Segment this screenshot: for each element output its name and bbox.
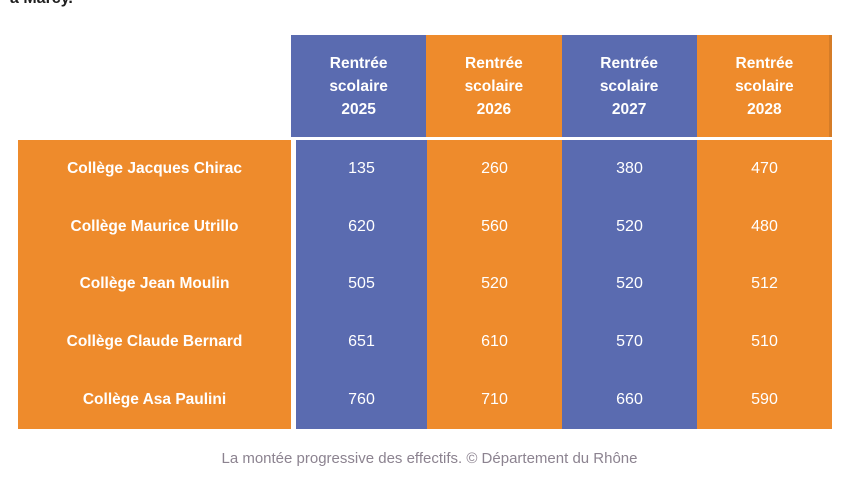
value-cell: 620 bbox=[348, 217, 375, 235]
value-cell: 480 bbox=[751, 217, 778, 235]
value-cell: 135 bbox=[348, 159, 375, 177]
data-column-2027: 380 520 520 570 660 bbox=[562, 140, 697, 429]
value-cell: 520 bbox=[616, 275, 643, 293]
value-cell: 570 bbox=[616, 333, 643, 351]
header-cell-rentree-2027: Rentrée scolaire 2027 bbox=[561, 35, 697, 137]
school-name-cell: Collège Maurice Utrillo bbox=[70, 217, 239, 235]
data-column-2028: 470 480 512 510 590 bbox=[697, 140, 832, 429]
value-cell: 512 bbox=[751, 275, 778, 293]
header-label: Rentrée scolaire 2025 bbox=[329, 54, 388, 118]
school-name-cell: Collège Asa Paulini bbox=[82, 391, 227, 409]
data-column-2026: 260 560 520 610 710 bbox=[427, 140, 562, 429]
value-cell: 760 bbox=[348, 391, 375, 409]
value-cell: 260 bbox=[481, 159, 508, 177]
school-name-cell: Collège Claude Bernard bbox=[66, 333, 243, 351]
value-cell: 520 bbox=[481, 275, 508, 293]
table-header-row: Rentrée scolaire 2025 Rentrée scolaire 2… bbox=[291, 35, 832, 137]
data-column-2025: 135 620 505 651 760 bbox=[296, 140, 427, 429]
school-name-column: Collège Jacques Chirac Collège Maurice U… bbox=[18, 140, 291, 429]
header-cell-rentree-2028: Rentrée scolaire 2028 bbox=[696, 35, 832, 137]
table-data-grid: 135 620 505 651 760 260 560 520 610 710 … bbox=[296, 140, 832, 429]
value-cell: 610 bbox=[481, 333, 508, 351]
header-cell-rentree-2026: Rentrée scolaire 2026 bbox=[426, 35, 562, 137]
value-cell: 651 bbox=[348, 333, 375, 351]
value-cell: 660 bbox=[616, 391, 643, 409]
header-label: Rentrée scolaire 2028 bbox=[735, 54, 794, 118]
value-cell: 710 bbox=[481, 391, 508, 409]
school-name-cell: Collège Jean Moulin bbox=[79, 275, 230, 293]
clipped-paragraph-text: à Marcy. bbox=[10, 0, 73, 8]
header-label: Rentrée scolaire 2026 bbox=[464, 54, 524, 118]
value-cell: 505 bbox=[348, 275, 375, 293]
value-cell: 590 bbox=[751, 391, 778, 409]
header-cell-rentree-2025: Rentrée scolaire 2025 bbox=[291, 35, 427, 137]
school-name-cell: Collège Jacques Chirac bbox=[67, 159, 242, 177]
header-label: Rentrée scolaire 2027 bbox=[599, 54, 659, 118]
value-cell: 560 bbox=[481, 217, 508, 235]
table-caption: La montée progressive des effectifs. © D… bbox=[221, 450, 638, 467]
value-cell: 510 bbox=[751, 333, 778, 351]
value-cell: 380 bbox=[616, 159, 643, 177]
value-cell: 470 bbox=[751, 159, 778, 177]
value-cell: 520 bbox=[616, 217, 643, 235]
